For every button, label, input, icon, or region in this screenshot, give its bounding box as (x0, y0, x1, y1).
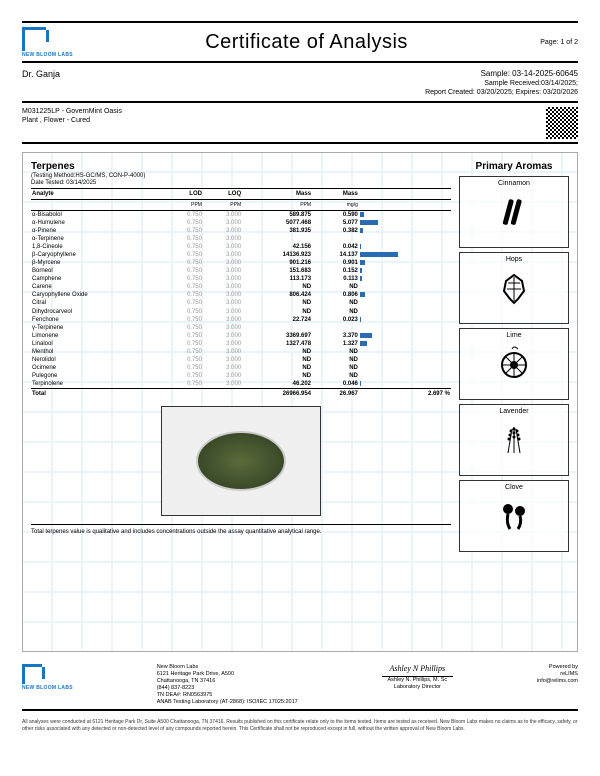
page-number: Page: 1 of 2 (540, 39, 578, 46)
table-row: Carene0.7503.000NDND (31, 283, 451, 291)
table-row: Citral0.7503.000NDND (31, 299, 451, 307)
logo-label: NEW BLOOM LABS (22, 52, 73, 58)
clove-icon (494, 495, 534, 535)
aroma-box: Clove (459, 480, 569, 552)
terpenes-title: Terpenes (31, 161, 451, 172)
report-created: Report Created: 03/20/2025; Expires: 03/… (425, 88, 578, 97)
qr-code (546, 107, 578, 139)
footer-address: New Bloom Labs 6121 Heritage Park Drive,… (157, 664, 298, 707)
table-row: Fenchone0.7503.00022.7240.023 (31, 316, 451, 324)
sample-id: Sample: 03-14-2025-60645 (425, 69, 578, 79)
table-row: 1,8-Cineole0.7503.00042.1560.042 (31, 243, 451, 251)
table-row: Menthol0.7503.000NDND (31, 348, 451, 356)
table-row: Ocimene0.7503.000NDND (31, 364, 451, 372)
table-row: α-Bisabolol0.7503.000589.8750.590 (31, 210, 451, 219)
page-title: Certificate of Analysis (205, 31, 408, 54)
disclaimer: All analyses were conducted at 6121 Heri… (22, 719, 578, 732)
rule-3 (22, 101, 578, 103)
aroma-box: Hops (459, 252, 569, 324)
table-row: α-Pinene0.7503.000381.9350.382 (31, 227, 451, 235)
terpenes-table: AnalyteLODLOQMassMass PPMPPMPPMmg/g α-Bi… (31, 188, 451, 399)
aroma-box: Lime (459, 328, 569, 400)
rule-2 (22, 61, 578, 63)
lime-icon (494, 343, 534, 383)
footer-powered: Powered by reLIMS info@relims.com (537, 664, 578, 685)
table-row: α-Humulene0.7503.0005077.4685.077 (31, 219, 451, 227)
lavender-icon (494, 419, 534, 459)
hops-icon (494, 267, 534, 307)
cinnamon-icon (494, 191, 534, 231)
table-row: Limonene0.7503.0003369.6973.370 (31, 332, 451, 340)
footer-signature: Ashley N Phillips Ashley N. Phillips, M.… (382, 664, 454, 692)
table-row: γ-Terpinene0.7503.000 (31, 324, 451, 332)
content-box: Terpenes (Testing Method:HS-GC/MS, CON-P… (22, 152, 578, 652)
footer-logo: NEW BLOOM LABS (22, 664, 73, 691)
terpenes-method: (Testing Method:HS-GC/MS, CON-P-4000) (31, 173, 451, 179)
table-row: Nerolidol0.7503.000NDND (31, 356, 451, 364)
table-row: β-Caryophyllene0.7503.00014136.92314.137 (31, 251, 451, 259)
aroma-box: Cinnamon (459, 176, 569, 248)
table-row: Caryophyllene Oxide0.7503.000806.4240.80… (31, 291, 451, 299)
top-rule (22, 21, 578, 23)
table-row: α-Terpinene0.7503.000 (31, 235, 451, 243)
client-name: Dr. Ganja (22, 69, 60, 98)
table-row: Linalool0.7503.0001327.4781.327 (31, 340, 451, 348)
product-code: M031225LP - GovernMint Oasis (22, 107, 122, 116)
product-type: Plant , Flower - Cured (22, 116, 122, 125)
aromas-title: Primary Aromas (459, 161, 569, 172)
rule-4 (22, 142, 578, 144)
table-row: Terpinolene0.7503.00046.2020.046 (31, 380, 451, 389)
terpenes-date: Date Tested: 03/14/2025 (31, 180, 451, 186)
footer-rule (22, 709, 578, 711)
sample-received: Sample Received:03/14/2025; (425, 79, 578, 88)
logo: NEW BLOOM LABS (22, 27, 73, 58)
table-row: β-Myrcene0.7503.000901.2160.901 (31, 259, 451, 267)
aroma-box: Lavender (459, 404, 569, 476)
table-row: Pulegone0.7503.000NDND (31, 372, 451, 380)
terpenes-note: Total terpenes value is qualitative and … (31, 524, 451, 535)
table-row: Dihydrocarveol0.7503.000NDND (31, 308, 451, 316)
product-image (161, 406, 321, 516)
table-row: Camphene0.7503.000113.1730.113 (31, 275, 451, 283)
table-row: Borneol0.7503.000151.6830.152 (31, 267, 451, 275)
